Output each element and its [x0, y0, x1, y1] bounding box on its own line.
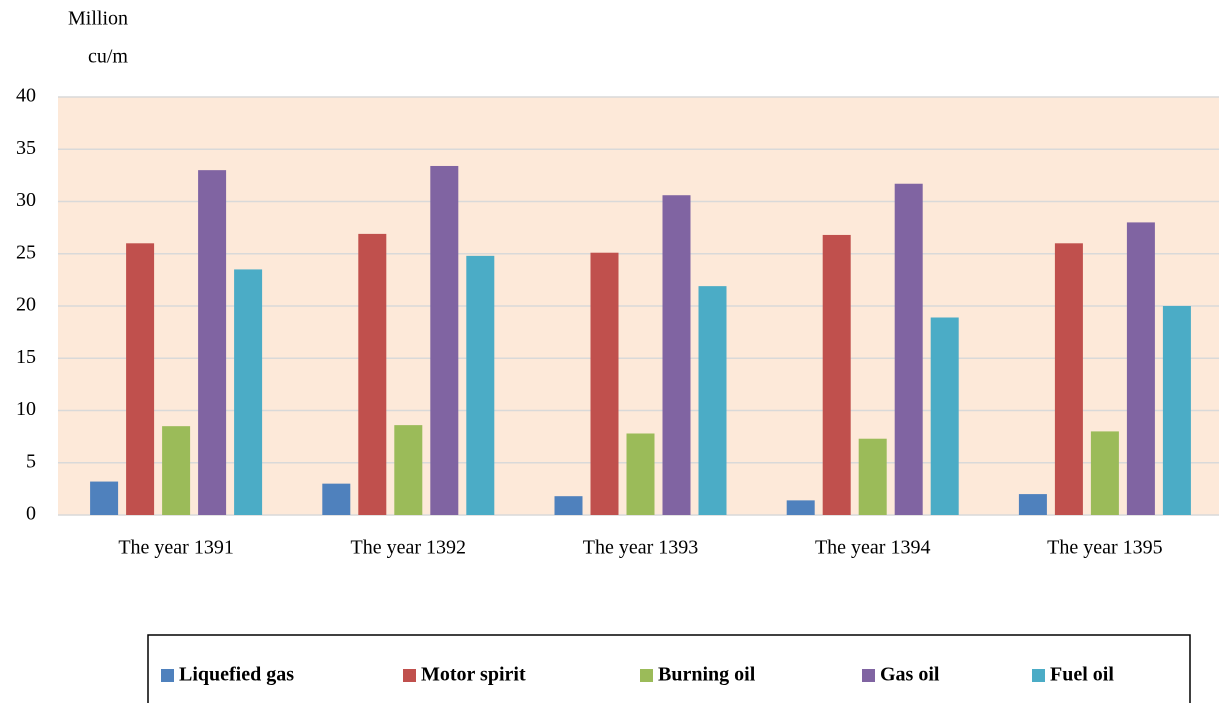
bar [162, 426, 191, 515]
legend-swatch [403, 669, 416, 682]
x-tick-label: The year 1394 [815, 537, 931, 559]
legend-box [147, 634, 1191, 703]
y-tick-label: 25 [16, 241, 36, 263]
y-tick-label: 10 [16, 398, 36, 420]
legend-label: Liquefied gas [179, 664, 294, 686]
y-tick-label: 20 [16, 294, 36, 316]
legend-swatch [640, 669, 653, 682]
bar [1126, 222, 1155, 515]
y-tick-label: 0 [26, 503, 36, 525]
x-tick-label: The year 1393 [583, 537, 699, 559]
bar [786, 500, 815, 515]
legend-swatch [862, 669, 875, 682]
bar [126, 243, 155, 516]
bar [554, 496, 583, 515]
x-tick-label: The year 1395 [1047, 537, 1163, 559]
y-tick-label: 5 [26, 450, 36, 472]
bar [198, 170, 227, 515]
x-tick-label: The year 1391 [118, 537, 234, 559]
bar [1090, 431, 1119, 515]
bar [590, 252, 619, 515]
legend-label: Gas oil [880, 664, 940, 686]
y-tick-label: 15 [16, 346, 36, 368]
bar [1162, 306, 1191, 515]
legend-label: Burning oil [658, 664, 756, 686]
bar [358, 233, 387, 515]
bar [822, 234, 851, 515]
bar [430, 165, 459, 515]
y-tick-label: 30 [16, 189, 36, 211]
y-tick-label: 40 [16, 85, 36, 107]
y-tick-label: 35 [16, 137, 36, 159]
bar [466, 255, 495, 515]
bar [930, 317, 959, 515]
legend-swatch [1032, 669, 1045, 682]
bar [1054, 243, 1083, 516]
bar [322, 483, 351, 515]
y-axis-label: cu/m [88, 46, 128, 68]
legend-swatch [161, 669, 174, 682]
bar [894, 183, 923, 516]
bar [234, 269, 263, 515]
bar [394, 425, 423, 515]
bar [698, 286, 727, 515]
bar [858, 438, 887, 515]
legend-label: Fuel oil [1050, 664, 1114, 686]
bar [1018, 494, 1047, 515]
bar [662, 195, 691, 516]
x-tick-label: The year 1392 [351, 537, 467, 559]
y-axis-label: Million [68, 8, 128, 30]
bar [626, 433, 655, 515]
legend-label: Motor spirit [421, 664, 526, 686]
bar [90, 481, 119, 515]
